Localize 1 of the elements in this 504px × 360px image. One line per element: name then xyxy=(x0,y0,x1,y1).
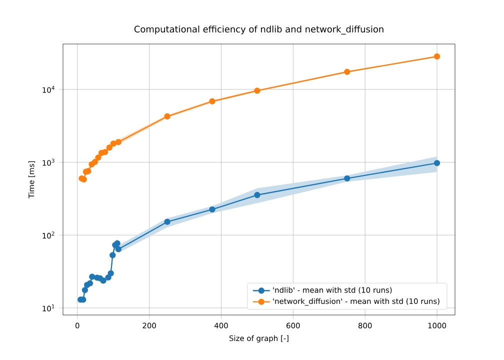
chart-title: Computational efficiency of ndlib and network_diffusion xyxy=(134,26,384,34)
